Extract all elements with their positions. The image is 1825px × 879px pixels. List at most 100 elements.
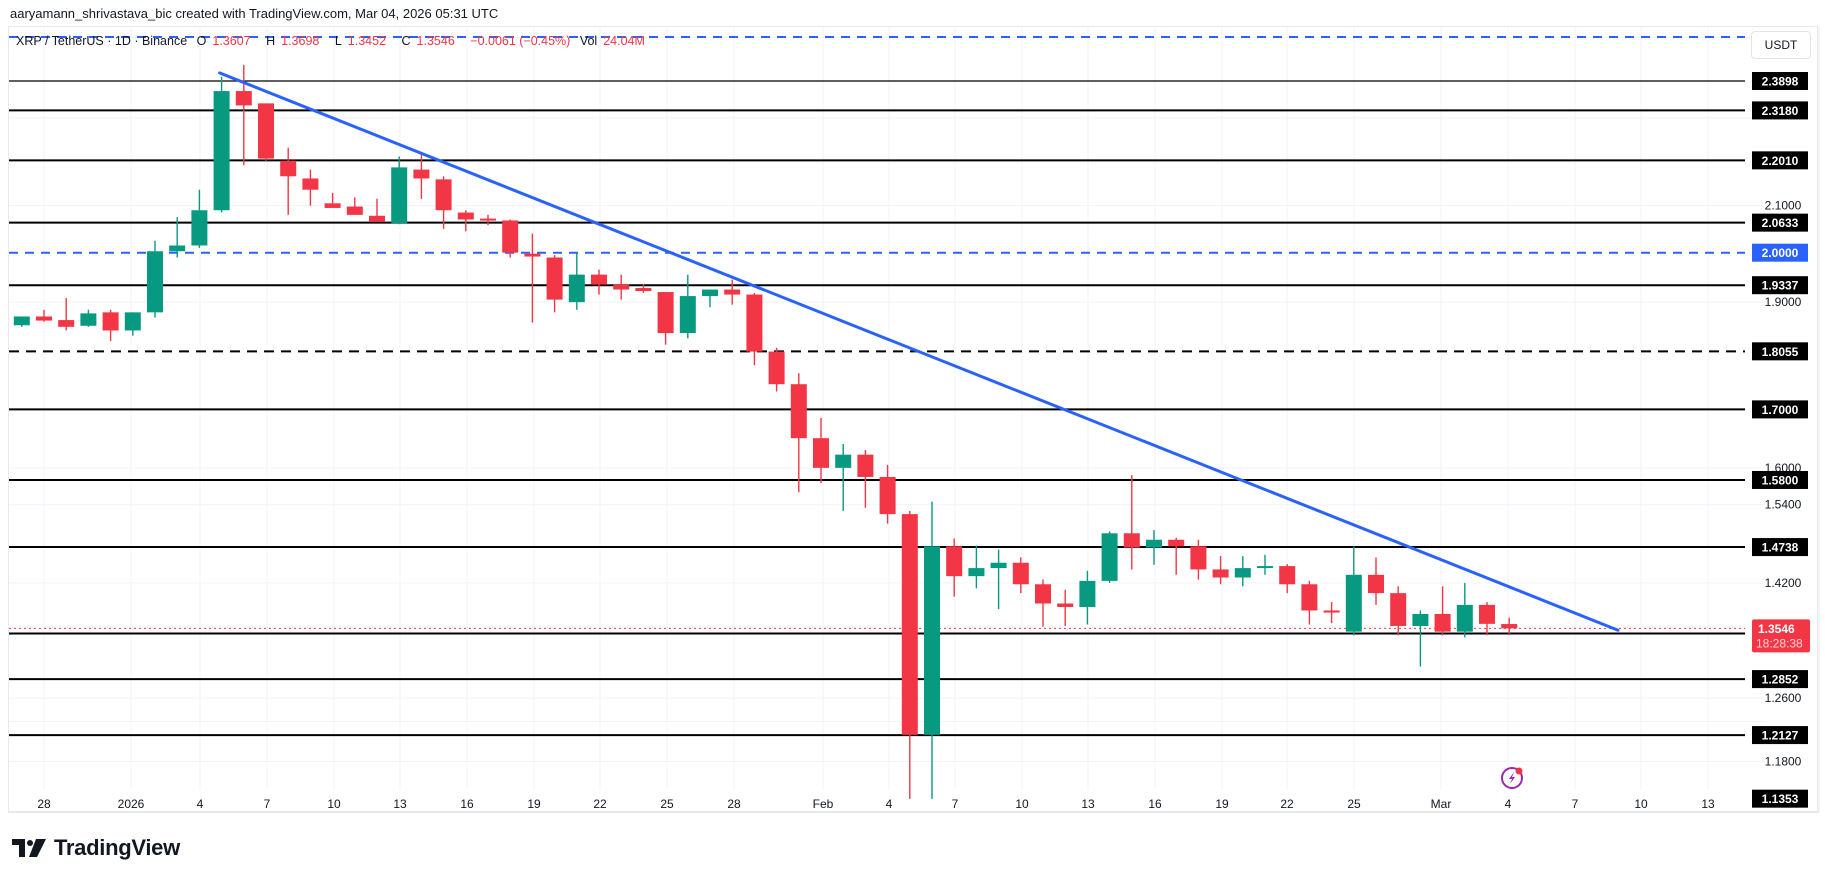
candle[interactable] xyxy=(568,252,585,310)
candle[interactable] xyxy=(1257,554,1273,575)
time-tick-label: 16 xyxy=(1148,797,1162,811)
candle[interactable] xyxy=(924,501,940,799)
trendline[interactable] xyxy=(218,71,1620,632)
candle[interactable] xyxy=(391,156,408,225)
candle[interactable] xyxy=(613,274,630,300)
candle[interactable] xyxy=(1234,556,1251,587)
candle[interactable] xyxy=(790,373,807,493)
svg-text:1.7000: 1.7000 xyxy=(1762,403,1799,417)
svg-text:1.3546: 1.3546 xyxy=(1758,622,1795,636)
time-tick-label: 19 xyxy=(1215,797,1229,811)
candle[interactable] xyxy=(635,284,652,294)
candle[interactable] xyxy=(1146,530,1162,565)
candle[interactable] xyxy=(857,449,874,508)
level-price-label: 1.2127 xyxy=(1752,726,1808,745)
candle[interactable] xyxy=(1345,546,1362,636)
candle[interactable] xyxy=(502,219,519,258)
candle[interactable] xyxy=(1101,531,1118,583)
candle[interactable] xyxy=(968,545,985,589)
candle[interactable] xyxy=(1501,617,1518,636)
candle[interactable] xyxy=(13,316,30,327)
candle[interactable] xyxy=(280,147,297,215)
candle[interactable] xyxy=(946,538,963,597)
candle[interactable] xyxy=(213,76,230,213)
candle[interactable] xyxy=(1434,586,1451,636)
time-tick-label: 10 xyxy=(327,797,341,811)
lightning-icon[interactable] xyxy=(1501,767,1523,789)
candle[interactable] xyxy=(546,255,563,313)
svg-text:1.5800: 1.5800 xyxy=(1762,473,1799,487)
candle[interactable] xyxy=(1123,475,1140,570)
svg-text:2.3898: 2.3898 xyxy=(1762,75,1799,89)
candle[interactable] xyxy=(1301,580,1318,625)
time-tick-label: 28 xyxy=(37,797,51,811)
candle[interactable] xyxy=(258,103,274,161)
price-tick-label: 1.5400 xyxy=(1765,498,1802,512)
candle[interactable] xyxy=(835,444,852,511)
candle[interactable] xyxy=(724,279,741,305)
candle[interactable] xyxy=(1323,602,1340,624)
candle[interactable] xyxy=(302,169,319,206)
level-price-label: 2.3898 xyxy=(1752,72,1808,90)
candle[interactable] xyxy=(746,293,763,366)
candle[interactable] xyxy=(1368,557,1384,605)
candle[interactable] xyxy=(879,464,896,524)
candle[interactable] xyxy=(679,274,696,339)
price-axis[interactable]: 2.10001.90001.60001.54001.42001.26001.18… xyxy=(1752,72,1810,808)
horizontal-levels xyxy=(9,80,1745,737)
candle[interactable] xyxy=(169,217,186,258)
candle[interactable] xyxy=(124,312,141,336)
time-tick-label: 10 xyxy=(1015,797,1029,811)
symbol-title[interactable]: XRP / TetherUS · 1D · Binance xyxy=(16,34,188,48)
level-price-label: 2.2010 xyxy=(1752,151,1808,170)
candle[interactable] xyxy=(413,154,430,199)
candle[interactable] xyxy=(1390,586,1407,636)
candle[interactable] xyxy=(813,417,829,484)
candle[interactable] xyxy=(457,210,474,232)
candle[interactable] xyxy=(591,269,607,295)
candle[interactable] xyxy=(1012,557,1029,594)
price-tick-label: 1.4200 xyxy=(1765,576,1802,590)
price-tick-label: 2.1000 xyxy=(1765,199,1802,213)
time-tick-label: 2026 xyxy=(118,797,145,811)
candle[interactable] xyxy=(768,347,785,392)
candle[interactable] xyxy=(191,189,208,248)
candle[interactable] xyxy=(147,240,163,318)
candle[interactable] xyxy=(480,214,496,226)
candle[interactable] xyxy=(1279,564,1296,594)
candle[interactable] xyxy=(346,197,363,215)
time-axis[interactable]: 28 2026 4 7 10 13 16 19 22 25 28 Feb 4 7 10 13 16 19 22 25 M… xyxy=(37,797,1715,811)
candle[interactable] xyxy=(102,309,119,341)
time-tick-label: 13 xyxy=(393,797,407,811)
level-price-label: 1.4738 xyxy=(1752,538,1808,557)
candle[interactable] xyxy=(58,298,75,331)
candle[interactable] xyxy=(324,192,341,208)
candle[interactable] xyxy=(1190,539,1207,580)
candle[interactable] xyxy=(80,309,97,327)
candle[interactable] xyxy=(1057,589,1074,626)
candle[interactable] xyxy=(657,292,674,345)
candle[interactable] xyxy=(1168,537,1185,575)
time-tick-label: 10 xyxy=(1634,797,1648,811)
candle[interactable] xyxy=(369,198,385,222)
candle[interactable] xyxy=(990,549,1007,610)
candle[interactable] xyxy=(1035,579,1051,627)
time-tick-label: 28 xyxy=(727,797,741,811)
candle[interactable] xyxy=(435,176,452,229)
ohlc-low: L 1.3452 xyxy=(334,34,387,48)
candle[interactable] xyxy=(1412,610,1429,667)
candle[interactable] xyxy=(524,233,541,323)
currency-button[interactable]: USDT xyxy=(1751,31,1811,59)
candle[interactable] xyxy=(36,309,52,322)
candle[interactable] xyxy=(1212,556,1229,585)
candle[interactable] xyxy=(1479,602,1495,636)
candle[interactable] xyxy=(901,510,918,799)
candle[interactable] xyxy=(1456,582,1473,638)
svg-text:18:28:38: 18:28:38 xyxy=(1756,636,1803,650)
time-tick-label: 13 xyxy=(1701,797,1715,811)
level-price-label: 1.7000 xyxy=(1752,400,1808,419)
candle[interactable] xyxy=(702,289,718,308)
candle[interactable] xyxy=(1079,570,1096,625)
